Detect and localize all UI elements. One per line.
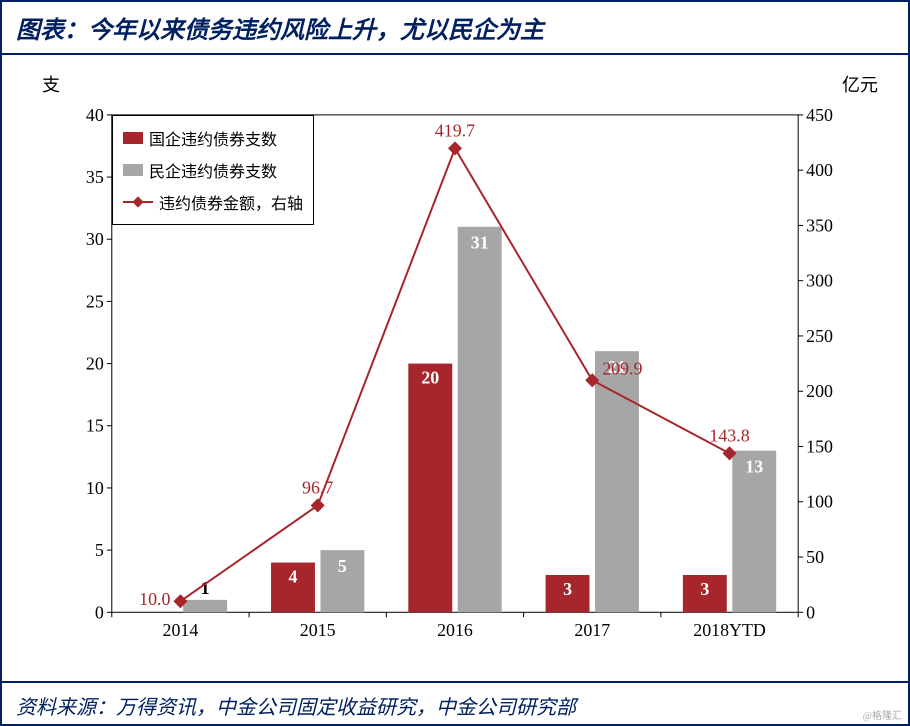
legend-label: 违约债券金额，右轴	[159, 190, 303, 214]
svg-text:143.8: 143.8	[709, 425, 749, 445]
svg-text:300: 300	[806, 271, 833, 291]
svg-text:50: 50	[806, 547, 824, 567]
y-axis-left-label: 支	[42, 71, 60, 97]
svg-text:3: 3	[563, 579, 572, 599]
svg-text:209.9: 209.9	[602, 358, 642, 378]
svg-text:20: 20	[86, 354, 104, 374]
legend-swatch-soe	[123, 132, 143, 144]
svg-text:2014: 2014	[163, 620, 199, 640]
svg-text:30: 30	[86, 229, 104, 249]
y-axis-right-label: 亿元	[842, 71, 878, 97]
svg-text:20: 20	[421, 367, 439, 387]
legend: 国企违约债券支数 民企违约债券支数 违约债券金额，右轴	[112, 115, 314, 225]
svg-text:2017: 2017	[574, 620, 610, 640]
plot-wrapper: 支 亿元 05101520253035400501001502002503003…	[2, 55, 908, 681]
svg-text:0: 0	[95, 602, 104, 622]
svg-text:15: 15	[86, 416, 104, 436]
svg-text:35: 35	[86, 167, 104, 187]
svg-text:40: 40	[86, 105, 104, 125]
legend-line-marker	[123, 201, 153, 203]
legend-item-poe: 民企违约债券支数	[123, 154, 303, 186]
svg-text:200: 200	[806, 381, 833, 401]
svg-text:10: 10	[86, 478, 104, 498]
svg-text:2015: 2015	[300, 620, 336, 640]
svg-text:5: 5	[338, 556, 347, 576]
legend-label: 民企违约债券支数	[149, 158, 277, 182]
source-footer: 资料来源：万得资讯，中金公司固定收益研究，中金公司研究部	[2, 681, 908, 724]
legend-item-line: 违约债券金额，右轴	[123, 186, 303, 218]
svg-text:4: 4	[289, 566, 298, 586]
svg-text:250: 250	[806, 326, 833, 346]
legend-swatch-poe	[123, 164, 143, 176]
svg-text:3: 3	[700, 579, 709, 599]
svg-text:419.7: 419.7	[435, 120, 475, 140]
svg-text:150: 150	[806, 436, 833, 456]
svg-text:25: 25	[86, 291, 104, 311]
svg-text:13: 13	[745, 457, 763, 477]
svg-text:350: 350	[806, 215, 833, 235]
svg-text:450: 450	[806, 105, 833, 125]
svg-text:31: 31	[471, 233, 489, 253]
svg-text:2018YTD: 2018YTD	[693, 620, 766, 640]
svg-text:5: 5	[95, 540, 104, 560]
chart-title: 图表：今年以来债务违约风险上升，尤以民企为主	[2, 2, 908, 55]
svg-text:96.7: 96.7	[302, 477, 333, 497]
plot-area: 支 亿元 05101520253035400501001502002503003…	[22, 65, 888, 671]
svg-text:0: 0	[806, 602, 815, 622]
svg-text:2016: 2016	[437, 620, 473, 640]
legend-label: 国企违约债券支数	[149, 126, 277, 150]
svg-text:10.0: 10.0	[139, 589, 170, 609]
svg-text:100: 100	[806, 492, 833, 512]
legend-item-soe: 国企违约债券支数	[123, 122, 303, 154]
watermark: @格隆汇	[863, 707, 902, 722]
svg-text:400: 400	[806, 160, 833, 180]
chart-card: 图表：今年以来债务违约风险上升，尤以民企为主 支 亿元 051015202530…	[0, 0, 910, 726]
